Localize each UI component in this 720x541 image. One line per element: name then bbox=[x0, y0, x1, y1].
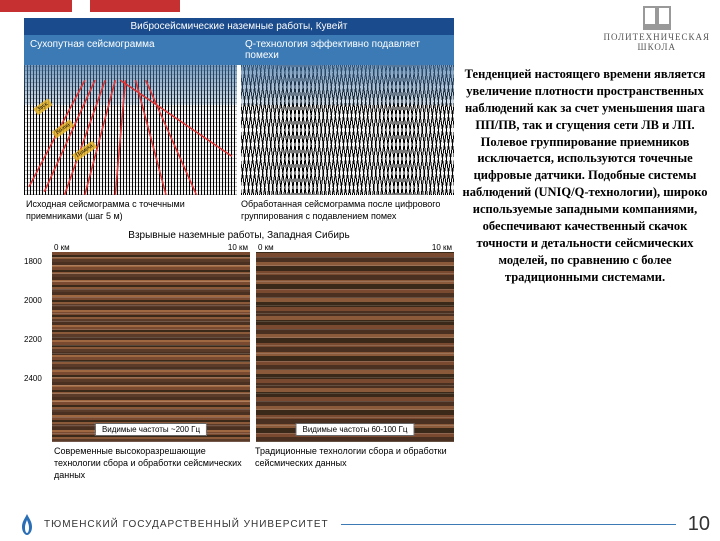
seismogram-right bbox=[241, 65, 454, 195]
institute-label-2: ШКОЛА bbox=[603, 42, 710, 52]
caption-upper-right: Обработанная сейсмограмма после цифровог… bbox=[239, 195, 454, 226]
dist-label: 0 км bbox=[258, 243, 274, 252]
section-left: 0 км 10 км Видимые частоты ~200 Гц bbox=[52, 243, 250, 442]
figure-lower-title: Взрывные наземные работы, Западная Сибир… bbox=[24, 226, 454, 243]
footer: ТЮМЕНСКИЙ ГОСУДАРСТВЕННЫЙ УНИВЕРСИТЕТ 10 bbox=[18, 512, 710, 536]
institute-label-1: ПОЛИТЕХНИЧЕСКАЯ bbox=[603, 32, 710, 42]
university-name: ТЮМЕНСКИЙ ГОСУДАРСТВЕННЫЙ УНИВЕРСИТЕТ bbox=[44, 519, 329, 530]
seismogram-left: Звук Волна Помеха bbox=[24, 65, 237, 195]
section-image-right: Видимые частоты 60-100 Гц bbox=[256, 252, 454, 442]
figure-composite: Вибросейсмические наземные работы, Кувей… bbox=[24, 18, 454, 485]
freq-tag-right: Видимые частоты 60-100 Гц bbox=[295, 423, 414, 436]
freq-tag-left: Видимые частоты ~200 Гц bbox=[95, 423, 207, 436]
depth-axis: 1800 2000 2200 2400 bbox=[24, 257, 42, 383]
depth-tick: 2200 bbox=[24, 335, 42, 344]
caption-upper-left: Исходная сейсмограмма с точечными приемн… bbox=[24, 195, 239, 226]
panel-header-right: Q-технология эффективно подавляет помехи bbox=[239, 35, 454, 65]
main-text: Тенденцией настоящего времени является у… bbox=[460, 66, 710, 287]
body-paragraph: Тенденцией настоящего времени является у… bbox=[460, 66, 710, 285]
flame-icon bbox=[18, 512, 36, 536]
panel-header-left: Сухопутная сейсмограмма bbox=[24, 35, 239, 65]
depth-tick: 2400 bbox=[24, 374, 42, 383]
institute-header: ПОЛИТЕХНИЧЕСКАЯ ШКОЛА bbox=[603, 6, 710, 52]
section-right: 0 км 10 км Видимые частоты 60-100 Гц bbox=[256, 243, 454, 442]
caption-lower-right: Традиционные технологии сбора и обработк… bbox=[253, 442, 454, 485]
depth-tick: 2000 bbox=[24, 296, 42, 305]
figure-top-title: Вибросейсмические наземные работы, Кувей… bbox=[24, 18, 454, 35]
institute-icon bbox=[643, 6, 671, 30]
dist-label: 10 км bbox=[228, 243, 248, 252]
section-image-left: Видимые частоты ~200 Гц bbox=[52, 252, 250, 442]
dist-label: 10 км bbox=[432, 243, 452, 252]
depth-tick: 1800 bbox=[24, 257, 42, 266]
caption-lower-left: Современные высокоразрешающие технологии… bbox=[52, 442, 253, 485]
top-accent-bar bbox=[0, 0, 180, 12]
dist-label: 0 км bbox=[54, 243, 70, 252]
page-number: 10 bbox=[688, 513, 710, 536]
footer-divider bbox=[341, 524, 676, 525]
